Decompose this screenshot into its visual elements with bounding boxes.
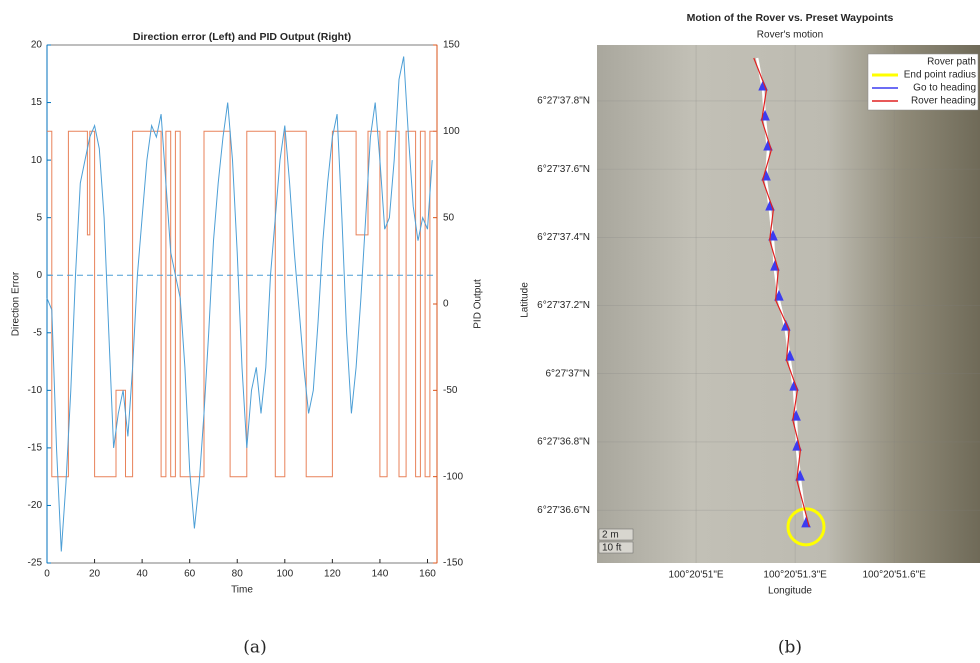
y-axis-label: Latitude: [520, 282, 531, 318]
x-tick-label: 100: [276, 569, 293, 580]
y2-tick-label: 100: [443, 126, 460, 137]
heading-marker: [768, 229, 778, 241]
y-tick-label: 6°27'37.8"N: [537, 96, 590, 107]
scale-label: 2 m: [602, 530, 619, 541]
y-tick-label: -15: [28, 443, 43, 454]
y2-tick-label: 150: [443, 40, 460, 51]
legend-label: Rover path: [927, 57, 976, 68]
scale-bar: [598, 541, 634, 554]
scale-label: 10 ft: [602, 543, 622, 554]
series-line: [753, 57, 810, 528]
x-tick-label: 60: [184, 569, 196, 580]
x-tick-label: 100°20'51"E: [669, 570, 724, 581]
y2-tick-label: -100: [443, 471, 463, 482]
y-tick-label: -5: [33, 327, 42, 338]
legend-label: Rover heading: [911, 96, 976, 107]
y-tick-label: 20: [31, 40, 43, 51]
series-line: [47, 130, 437, 478]
y-tick-label: 6°27'37.6"N: [537, 164, 590, 175]
x-tick-label: 100°20'51.3"E: [763, 570, 827, 581]
y-tick-label: 15: [31, 97, 43, 108]
plot-area: [46, 44, 438, 564]
y-tick-label: -10: [28, 385, 43, 396]
y-tick-label: 6°27'36.8"N: [537, 437, 590, 448]
y-tick-label: 10: [31, 155, 43, 166]
y-tick-label: 6°27'37.2"N: [537, 300, 590, 311]
chart-title: Direction error (Left) and PID Output (R…: [133, 31, 351, 43]
legend-label: Go to heading: [913, 83, 976, 94]
y2-tick-label: -50: [443, 385, 458, 396]
x-tick-label: 100°20'51.6"E: [862, 570, 926, 581]
x-tick-label: 20: [89, 569, 101, 580]
x-tick-label: 0: [44, 569, 50, 580]
heading-marker: [774, 289, 784, 301]
y2-tick-label: 0: [443, 299, 449, 310]
legend-label: End point radius: [904, 70, 976, 81]
y2-tick-label: 50: [443, 212, 455, 223]
x-tick-label: 120: [324, 569, 341, 580]
heading-marker: [795, 469, 805, 481]
x-tick-label: 140: [372, 569, 389, 580]
x-axis-label: Longitude: [768, 586, 812, 597]
y-tick-label: 6°27'37.4"N: [537, 232, 590, 243]
y-tick-label: 6°27'36.6"N: [537, 505, 590, 516]
x-axis-label: Time: [231, 585, 253, 596]
y-tick-label: 5: [36, 212, 42, 223]
x-tick-label: 80: [232, 569, 244, 580]
series-line: [46, 56, 433, 552]
x-tick-label: 160: [419, 569, 436, 580]
y-axis-label: Direction Error: [11, 271, 22, 336]
chart-subtitle: Rover's motion: [757, 30, 823, 41]
caption: (a): [243, 638, 266, 658]
caption: (b): [778, 638, 802, 658]
y2-axis-label: PID Output: [473, 279, 484, 329]
y-tick-label: 0: [36, 270, 42, 281]
y-tick-label: -20: [28, 500, 43, 511]
end-point-radius: [786, 507, 826, 547]
y-tick-label: 6°27'37"N: [546, 368, 591, 379]
y2-tick-label: -150: [443, 558, 463, 569]
scale-bar: [598, 528, 634, 541]
map-background: [597, 45, 980, 563]
chart-title: Motion of the Rover vs. Preset Waypoints: [687, 12, 894, 24]
x-tick-label: 40: [137, 569, 149, 580]
heading-marker: [785, 349, 795, 361]
y-tick-label: -25: [28, 558, 43, 569]
